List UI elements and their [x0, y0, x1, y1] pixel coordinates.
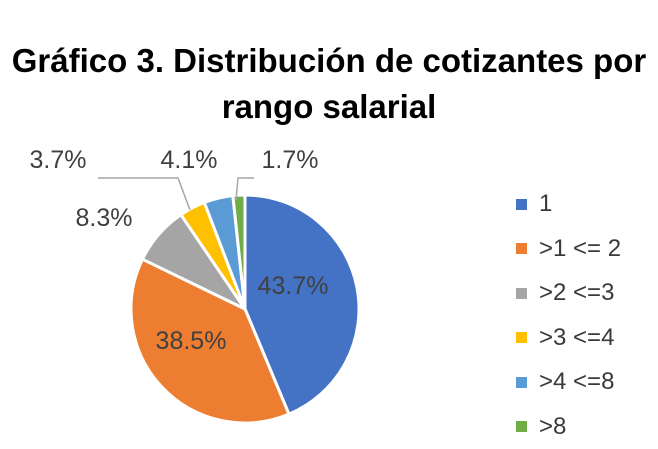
legend-item-1-2: >1 <= 2 — [516, 227, 621, 272]
legend-item-4-8: >4 <=8 — [516, 360, 621, 405]
data-label-1: 43.7% — [258, 272, 329, 300]
legend-label: >8 — [539, 413, 566, 441]
legend-item-1: 1 — [516, 182, 621, 227]
data-label-2: 38.5% — [156, 327, 227, 355]
legend-swatch — [516, 199, 527, 210]
data-label-3: 8.3% — [76, 204, 133, 232]
legend-swatch — [516, 243, 527, 254]
legend-item-3-4: >3 <=4 — [516, 316, 621, 361]
legend-label: 1 — [539, 190, 552, 218]
legend-swatch — [516, 332, 527, 343]
legend-label: >1 <= 2 — [539, 235, 621, 263]
data-label-4: 3.7% — [30, 146, 87, 174]
legend-swatch — [516, 421, 527, 432]
data-label-5: 4.1% — [161, 146, 218, 174]
legend-label: >3 <=4 — [539, 324, 614, 352]
legend-item-8: >8 — [516, 405, 621, 449]
legend-label: >4 <=8 — [539, 368, 614, 396]
legend-label: >2 <=3 — [539, 279, 614, 307]
legend-swatch — [516, 288, 527, 299]
chart-legend: 1 >1 <= 2 >2 <=3 >3 <=4 >4 <=8 >8 — [516, 182, 621, 449]
legend-item-2-3: >2 <=3 — [516, 271, 621, 316]
legend-swatch — [516, 377, 527, 388]
data-label-6: 1.7% — [262, 146, 319, 174]
